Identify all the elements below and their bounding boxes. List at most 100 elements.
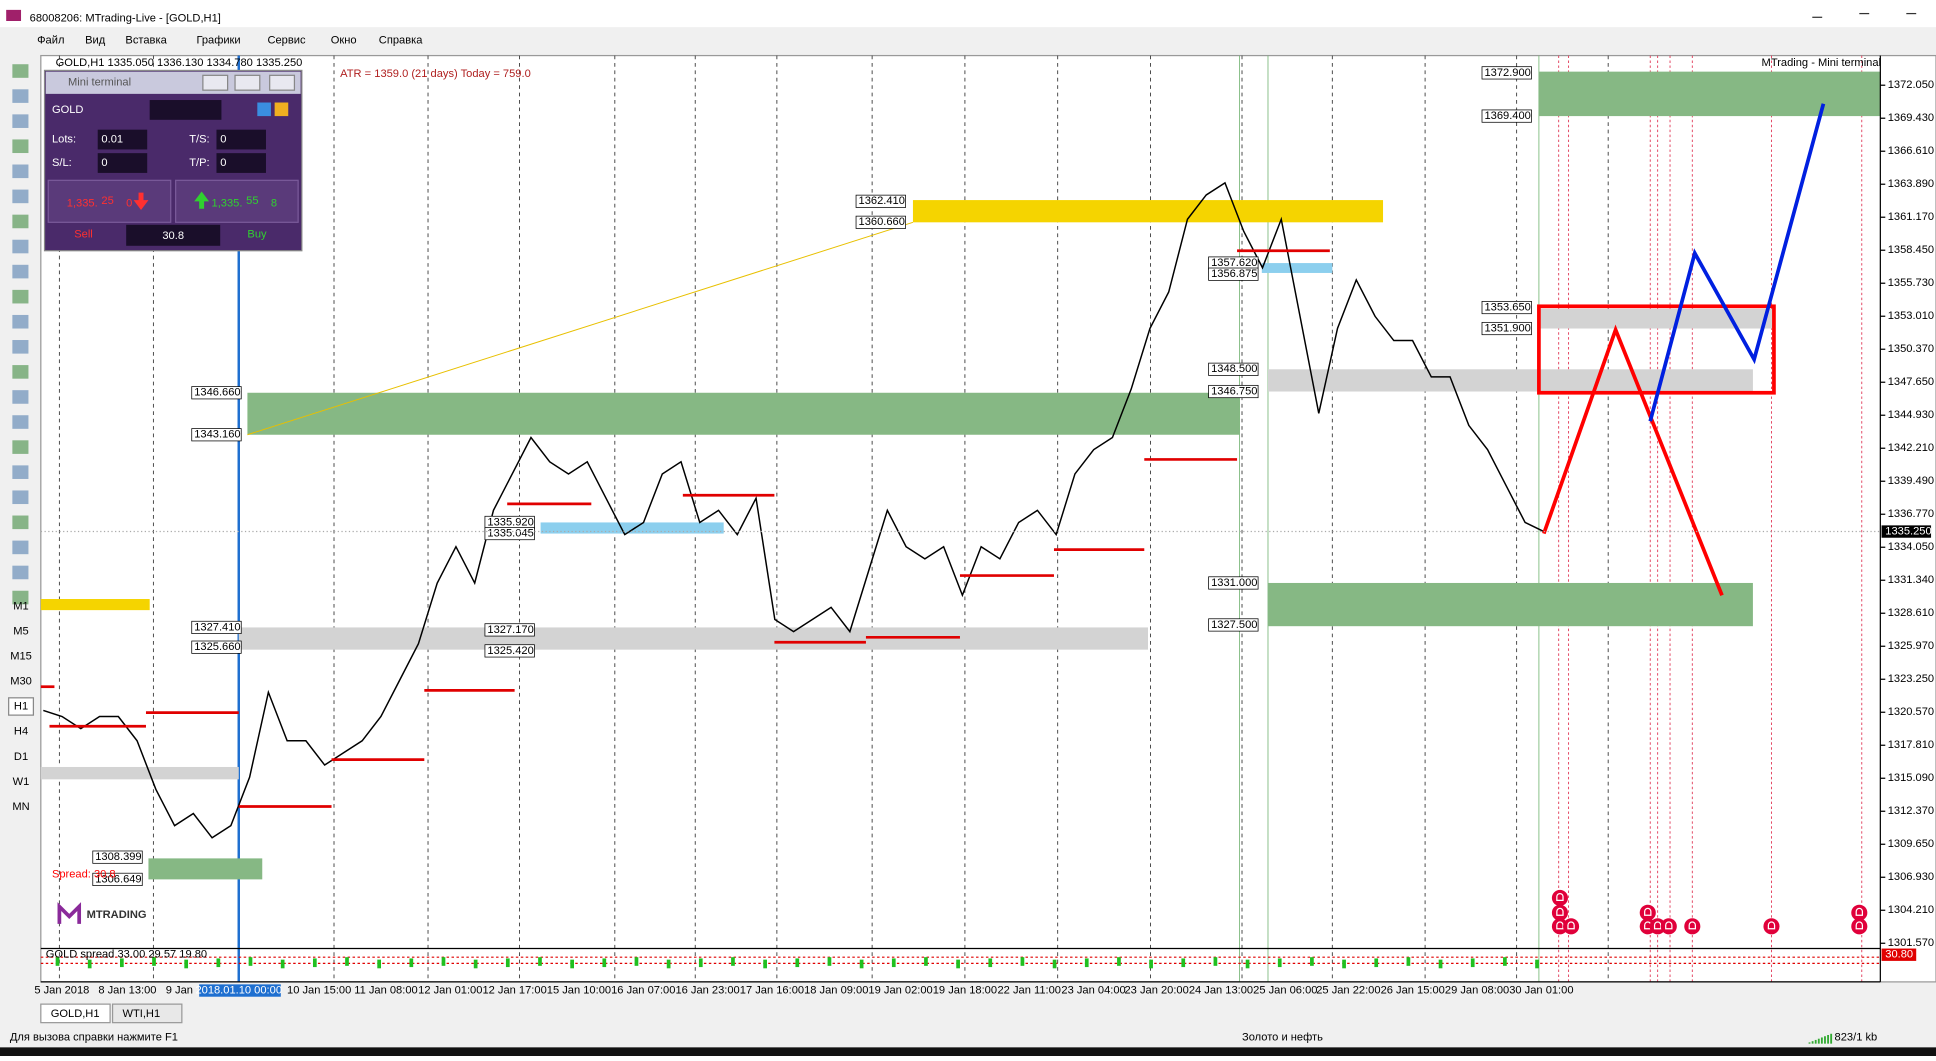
- mini-terminal-button[interactable]: [269, 74, 296, 91]
- mini-terminal-title: Mini terminal: [68, 77, 131, 89]
- chart-tab[interactable]: [40, 1003, 111, 1024]
- input-field[interactable]: [97, 153, 148, 173]
- menu-item[interactable]: Сервис: [267, 35, 306, 47]
- alert-bell: [1688, 921, 1697, 930]
- toolbar-icon[interactable]: [12, 264, 29, 279]
- toolbar-icon[interactable]: [12, 114, 29, 128]
- alert-icon[interactable]: [1763, 918, 1780, 935]
- price-axis-label: 1331.340: [1888, 574, 1934, 586]
- menu-item[interactable]: Графики: [196, 35, 240, 47]
- toolbar-icon[interactable]: [12, 365, 29, 379]
- timeframe-button[interactable]: MN: [12, 801, 29, 813]
- toolbar-icon[interactable]: [12, 515, 29, 530]
- indicator-bar: [505, 958, 510, 968]
- price-axis-label: 1353.010: [1888, 310, 1934, 322]
- price-axis-label: 1342.210: [1888, 442, 1934, 454]
- toolbar-icon[interactable]: [12, 340, 29, 354]
- toolbar-icon[interactable]: [12, 189, 29, 204]
- alert-bell: [1556, 893, 1564, 901]
- menu-item[interactable]: Справка: [379, 35, 423, 47]
- input-field[interactable]: [97, 129, 148, 150]
- alert-icon[interactable]: [1649, 918, 1666, 935]
- input-value[interactable]: 0.01: [101, 134, 123, 146]
- price-axis-label: 1355.730: [1888, 277, 1934, 289]
- menu-item[interactable]: Окно: [331, 35, 357, 47]
- price-axis-label: 1320.570: [1888, 706, 1934, 718]
- alert-icon[interactable]: [1551, 889, 1568, 906]
- mini-terminal-button[interactable]: [202, 74, 229, 91]
- timeframe-button[interactable]: H1: [14, 701, 28, 713]
- indicator-value-box: [1881, 948, 1917, 961]
- menu-item[interactable]: Файл: [37, 35, 64, 47]
- menu-item[interactable]: Вставка: [125, 35, 167, 47]
- alert-icon[interactable]: [1639, 904, 1656, 921]
- toolbar-icon[interactable]: [12, 164, 29, 179]
- alert-icon[interactable]: [1551, 918, 1568, 935]
- zone-label: 1348.500: [1211, 363, 1257, 375]
- toolbar-icon[interactable]: [12, 289, 29, 304]
- field-label: Lots:: [52, 134, 76, 146]
- chart-tab-label[interactable]: GOLD,H1: [51, 1008, 100, 1020]
- alert-icon[interactable]: [1563, 918, 1580, 935]
- zone: [40, 766, 239, 780]
- toolbar-icon[interactable]: [12, 565, 29, 580]
- toolbar-icon[interactable]: [12, 64, 29, 78]
- toolbar-icon[interactable]: [12, 314, 29, 329]
- toolbar-icon[interactable]: [12, 490, 29, 505]
- menu-item[interactable]: Вид: [85, 35, 106, 47]
- spread-label: Spread: 30.8: [52, 868, 116, 880]
- alert-icon[interactable]: [1551, 904, 1568, 921]
- timeframe-button[interactable]: W1: [13, 776, 30, 788]
- timeframe-button[interactable]: M30: [10, 676, 32, 688]
- timeframe-button[interactable]: M1: [13, 600, 28, 612]
- input-value[interactable]: 0: [220, 134, 226, 146]
- indicator-bar: [1052, 959, 1057, 969]
- indicator-bar: [795, 958, 800, 968]
- chart-area: [40, 54, 1936, 983]
- indicator-bar: [1245, 959, 1250, 969]
- sell-button[interactable]: [47, 179, 172, 223]
- zone-label-box: [92, 872, 143, 886]
- zone-label: 1372.900: [1484, 67, 1530, 79]
- toolbar-icon[interactable]: [12, 415, 29, 429]
- chart-tab-label[interactable]: WTI,H1: [122, 1008, 160, 1020]
- toolbar-icon[interactable]: [12, 465, 29, 479]
- input-field[interactable]: [216, 129, 266, 150]
- zone-label: 1346.660: [194, 387, 240, 399]
- sell-label[interactable]: Sell: [74, 229, 93, 241]
- toolbar-icon[interactable]: [12, 239, 29, 254]
- toolbar-icon[interactable]: [12, 440, 29, 454]
- toolbar-icon[interactable]: [12, 540, 29, 555]
- toolbar-icon[interactable]: [12, 390, 29, 404]
- color-button[interactable]: [274, 102, 289, 117]
- timeframe-button[interactable]: H4: [14, 726, 28, 738]
- alert-icon[interactable]: [1660, 918, 1677, 935]
- input-value[interactable]: 0: [220, 157, 226, 169]
- alert-icon[interactable]: [1684, 918, 1701, 935]
- alert-bell: [1556, 907, 1564, 916]
- projection-down: [1542, 324, 1724, 597]
- zone-label-box: [1481, 66, 1532, 80]
- mini-terminal-button[interactable]: [234, 74, 261, 91]
- alert-icon[interactable]: [1851, 904, 1868, 921]
- toolbar-icon[interactable]: [12, 590, 29, 605]
- zone-label: 1308.399: [95, 851, 141, 863]
- indicator-bar: [924, 957, 928, 966]
- toolbar-icon[interactable]: [12, 214, 29, 229]
- zone-label-box: [191, 640, 242, 654]
- zone-label-box: [1481, 300, 1532, 315]
- time-axis-label: 5 Jan 2018: [34, 984, 89, 996]
- buy-arrow: [194, 191, 210, 209]
- timeframe-button[interactable]: M15: [10, 651, 32, 663]
- input-field[interactable]: [216, 153, 266, 173]
- settings-button[interactable]: [257, 102, 271, 117]
- chart-tab[interactable]: [111, 1003, 183, 1024]
- timeframe-button[interactable]: D1: [14, 751, 28, 763]
- toolbar-icon[interactable]: [12, 139, 29, 154]
- alert-icon[interactable]: [1851, 918, 1868, 935]
- timeframe-button[interactable]: M5: [13, 625, 28, 637]
- toolbar-icon[interactable]: [12, 89, 29, 103]
- window-button[interactable]: [1799, 4, 1835, 23]
- input-value[interactable]: 0: [101, 157, 107, 169]
- buy-label[interactable]: Buy: [247, 229, 267, 241]
